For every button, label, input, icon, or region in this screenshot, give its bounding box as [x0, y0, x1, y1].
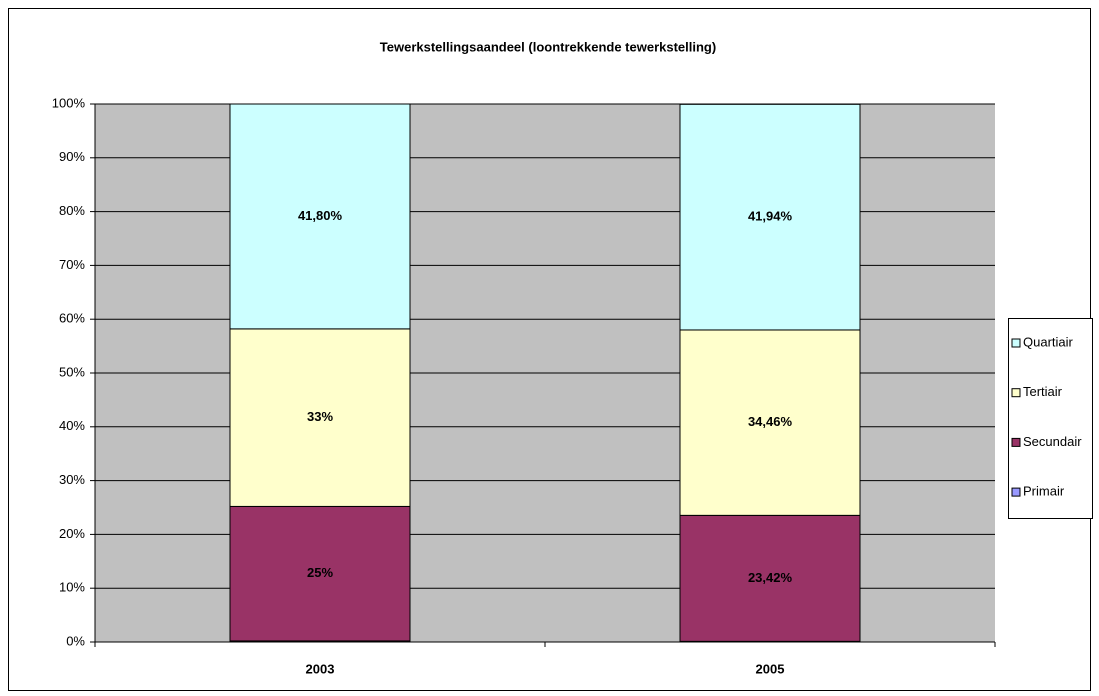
bar-segment [229, 328, 411, 507]
legend-label: Quartiair [1023, 334, 1074, 349]
x-tick-label: 2005 [756, 661, 785, 676]
legend-swatch [1011, 437, 1021, 447]
legend-label: Tertiair [1023, 384, 1063, 399]
data-label: 25% [307, 565, 333, 580]
bar-segment [229, 103, 411, 330]
data-label: 41,94% [748, 209, 793, 224]
legend-swatch [1011, 338, 1021, 348]
y-tick-label: 20% [59, 526, 85, 541]
y-tick-label: 100% [52, 95, 86, 110]
y-tick-label: 80% [59, 203, 85, 218]
y-tick-label: 70% [59, 257, 85, 272]
chart-title: Tewerkstellingsaandeel (loontrekkende te… [380, 39, 716, 54]
data-label: 41,80% [298, 208, 343, 223]
y-tick-label: 10% [59, 580, 85, 595]
legend-box [1008, 318, 1093, 519]
bar-segment [679, 329, 861, 516]
bar-segment [679, 514, 861, 642]
legend-label: Primair [1023, 484, 1065, 499]
legend-swatch [1011, 487, 1021, 497]
y-tick-label: 50% [59, 364, 85, 379]
legend-swatch [1011, 388, 1021, 398]
bar-segment [229, 505, 411, 642]
x-tick-label: 2003 [306, 661, 335, 676]
y-tick-label: 60% [59, 311, 85, 326]
legend-label: Secundair [1023, 434, 1082, 449]
y-tick-label: 40% [59, 418, 85, 433]
y-tick-label: 30% [59, 472, 85, 487]
y-tick-label: 0% [66, 633, 85, 648]
data-label: 33% [307, 409, 333, 424]
y-tick-label: 90% [59, 149, 85, 164]
data-label: 34,46% [748, 414, 793, 429]
data-label: 23,42% [748, 570, 793, 585]
bar-segment [679, 103, 861, 331]
